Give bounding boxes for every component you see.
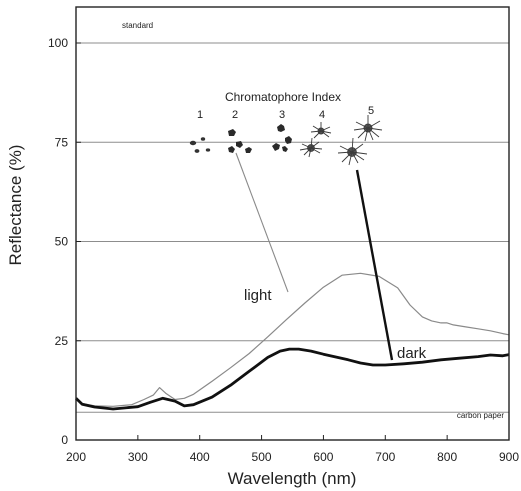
chromatophore-index-label-2: 2 xyxy=(232,109,238,121)
x-tick-label-600: 600 xyxy=(313,450,333,464)
chromatophore-5-icon xyxy=(337,115,383,166)
chromatophore-index-label-4: 4 xyxy=(319,109,325,121)
x-tick-label-300: 300 xyxy=(128,450,148,464)
chromatophore-3-icon xyxy=(272,124,292,152)
chromatophore-index-title: Chromatophore Index xyxy=(225,90,341,104)
x-tick-label-400: 400 xyxy=(190,450,210,464)
chromatophore-index-label-1: 1 xyxy=(197,109,203,121)
chromatophore-2-icon xyxy=(228,129,252,153)
x-tick-label-500: 500 xyxy=(252,450,272,464)
dark-pointer-line xyxy=(355,169,394,361)
x-tick-label-900: 900 xyxy=(499,450,519,464)
reference-line-label-4: carbon paper xyxy=(457,411,504,420)
x-tick-label-200: 200 xyxy=(66,450,86,464)
chromatophore-index-label-5: 5 xyxy=(368,105,374,117)
plot-frame xyxy=(75,6,510,441)
x-tick-label-800: 800 xyxy=(437,450,457,464)
series-label-dark: dark xyxy=(397,345,427,362)
chromatophore-4-icon xyxy=(299,122,332,158)
x-tick-label-700: 700 xyxy=(375,450,395,464)
y-tick-label-75: 75 xyxy=(55,135,69,149)
series-dark-line xyxy=(75,347,510,411)
y-tick-label-0: 0 xyxy=(61,433,68,447)
series-label-light: light xyxy=(244,287,272,304)
y-tick-label-100: 100 xyxy=(48,36,68,50)
reference-line-label-0: standard xyxy=(122,21,153,30)
y-tick-label-25: 25 xyxy=(55,334,69,348)
chromatophore-1-icon xyxy=(189,137,211,153)
series-layer xyxy=(75,272,510,411)
x-axis-title: Wavelength (nm) xyxy=(228,469,357,488)
light-pointer-line xyxy=(235,152,289,293)
gridlines xyxy=(76,42,509,413)
y-tick-label-50: 50 xyxy=(55,235,69,249)
series-light-line xyxy=(75,272,510,407)
reference-line-labels: standard carbon paper xyxy=(122,21,504,420)
chromatophore-index-label-3: 3 xyxy=(279,109,285,121)
y-axis-title: Reflectance (%) xyxy=(6,145,25,266)
